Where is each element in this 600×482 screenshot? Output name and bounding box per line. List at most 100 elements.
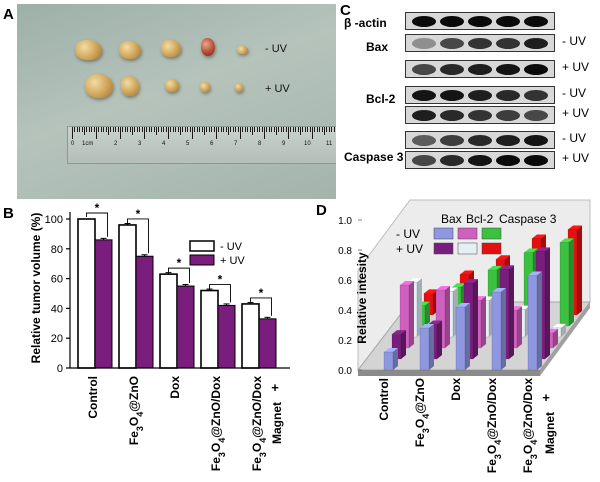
blot-band	[496, 155, 520, 166]
y-tick-label: 0.2	[338, 336, 352, 347]
bar-top	[452, 283, 466, 288]
bar-3d	[559, 238, 574, 327]
category-label-magnet: Magnet	[543, 412, 557, 454]
ruler-tick	[319, 127, 321, 132]
blot-band	[440, 38, 464, 49]
tumor-magnet-minus-uv	[237, 46, 248, 54]
category-text: O	[127, 417, 141, 426]
wb-uv-label: - UV	[562, 34, 586, 48]
category-subscript: 4	[217, 438, 227, 443]
ruler-tick	[256, 127, 258, 132]
ruler-tick	[278, 127, 280, 132]
category-label: Control	[86, 376, 100, 419]
category-text: @ZnO	[413, 378, 427, 414]
blot-band	[496, 38, 520, 49]
ruler-tick	[175, 127, 177, 132]
category-subscript: 4	[529, 440, 539, 445]
ruler-tick	[331, 127, 333, 132]
ruler-num: 11	[326, 141, 333, 147]
category-subscript: 4	[421, 414, 431, 419]
bar-top	[528, 271, 542, 276]
ruler-tick	[206, 127, 208, 132]
blot-strip	[405, 151, 555, 169]
blot-strip	[405, 34, 555, 52]
category-label: Control	[377, 378, 391, 421]
ruler-tick	[237, 127, 239, 132]
blot-band	[468, 135, 492, 146]
ruler-tick	[273, 127, 275, 132]
ruler-num: 10	[304, 141, 311, 147]
blot-band	[496, 110, 520, 121]
blot-strip	[405, 60, 555, 78]
bar-side	[445, 286, 450, 348]
y-tick-label: 0	[57, 363, 63, 375]
ruler-num: 5	[186, 141, 190, 147]
ruler-tick	[208, 127, 210, 132]
ruler-tick	[304, 127, 306, 132]
ruler-tick	[141, 127, 143, 132]
ruler-tick	[187, 127, 189, 132]
bar-side	[545, 247, 550, 359]
ruler-tick	[153, 127, 155, 132]
bar-top	[464, 279, 478, 284]
category-text: Control	[86, 376, 100, 419]
blot-band	[412, 110, 436, 121]
legend-row-minus-uv: - UV	[396, 227, 420, 241]
ruler-tick	[199, 127, 201, 132]
category-label-magnet: Magnet	[270, 402, 284, 444]
bar-top	[568, 225, 582, 230]
ruler-tick	[264, 127, 265, 139]
y-tick-label: 60	[51, 274, 63, 286]
blot-band	[440, 16, 464, 27]
ruler-tick	[144, 127, 145, 139]
blot-band	[496, 90, 520, 101]
tumor-control-minus-uv	[75, 40, 102, 60]
ruler-tick	[213, 127, 215, 132]
y-axis-title: Relative tumor volume (%)	[29, 213, 43, 364]
ruler-tick	[163, 127, 165, 132]
significance-bracket	[168, 267, 190, 284]
legend-swatch-minus-uv	[189, 240, 215, 252]
ruler-tick	[136, 127, 138, 132]
category-subscript: 3	[135, 426, 145, 431]
category-text: Fe	[127, 431, 141, 445]
blot-band	[496, 16, 520, 27]
blot-band	[440, 64, 464, 75]
bar	[241, 303, 260, 369]
ruler-tick	[170, 127, 172, 132]
ruler-tick	[201, 127, 203, 132]
ruler-tick	[148, 127, 150, 132]
ruler-tick	[240, 127, 241, 139]
blot-band	[496, 64, 520, 75]
bar	[77, 218, 96, 369]
y-tick-label: 0.8	[338, 246, 352, 257]
ruler-tick	[88, 127, 90, 132]
blot-band	[468, 64, 492, 75]
bar-front	[491, 291, 502, 371]
category-text: O	[250, 443, 264, 452]
tumor-volume-chart: Relative tumor volume (%) 0 20 40 60 80 100 *…	[29, 201, 290, 471]
tumor-magnet-plus-uv	[235, 83, 243, 92]
ruler-tick	[295, 127, 297, 132]
ruler-tick	[220, 127, 222, 132]
ruler-tick	[196, 127, 198, 132]
significance-star: *	[177, 256, 182, 270]
legend-label-minus-uv: - UV	[220, 241, 243, 253]
ruler-tick	[177, 127, 179, 132]
wb-uv-label: + UV	[562, 151, 590, 165]
bar	[176, 285, 195, 369]
bar-side	[409, 281, 414, 348]
blot-band	[468, 16, 492, 27]
blot-band	[524, 16, 548, 27]
ruler-num: 2	[114, 141, 118, 147]
significance-bracket	[209, 284, 231, 303]
bar-side	[509, 265, 514, 359]
ruler-tick	[223, 127, 225, 132]
significance-bracket	[86, 212, 108, 237]
ruler-tick	[309, 127, 311, 132]
blot-strip	[405, 86, 555, 104]
panel-d-label: D	[316, 202, 327, 219]
ruler-tick	[307, 127, 309, 132]
bar-side	[501, 288, 506, 370]
category-subscript: 3	[421, 428, 431, 433]
